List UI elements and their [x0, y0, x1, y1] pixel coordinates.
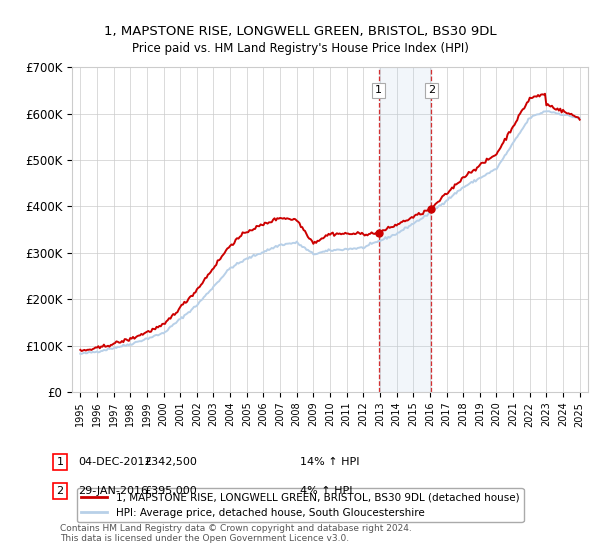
- Text: Contains HM Land Registry data © Crown copyright and database right 2024.
This d: Contains HM Land Registry data © Crown c…: [60, 524, 412, 543]
- Text: 04-DEC-2012: 04-DEC-2012: [78, 457, 152, 467]
- Text: £342,500: £342,500: [144, 457, 197, 467]
- Text: 29-JAN-2016: 29-JAN-2016: [78, 486, 148, 496]
- Text: 1: 1: [375, 85, 382, 95]
- Text: Price paid vs. HM Land Registry's House Price Index (HPI): Price paid vs. HM Land Registry's House …: [131, 42, 469, 55]
- Text: 1: 1: [56, 457, 64, 467]
- Text: 1, MAPSTONE RISE, LONGWELL GREEN, BRISTOL, BS30 9DL: 1, MAPSTONE RISE, LONGWELL GREEN, BRISTO…: [104, 25, 496, 38]
- Text: 4% ↑ HPI: 4% ↑ HPI: [300, 486, 353, 496]
- Text: 2: 2: [428, 85, 435, 95]
- Text: 14% ↑ HPI: 14% ↑ HPI: [300, 457, 359, 467]
- Legend: 1, MAPSTONE RISE, LONGWELL GREEN, BRISTOL, BS30 9DL (detached house), HPI: Avera: 1, MAPSTONE RISE, LONGWELL GREEN, BRISTO…: [77, 488, 524, 522]
- Bar: [379, 67, 431, 392]
- Text: 2: 2: [56, 486, 64, 496]
- Text: £395,000: £395,000: [144, 486, 197, 496]
